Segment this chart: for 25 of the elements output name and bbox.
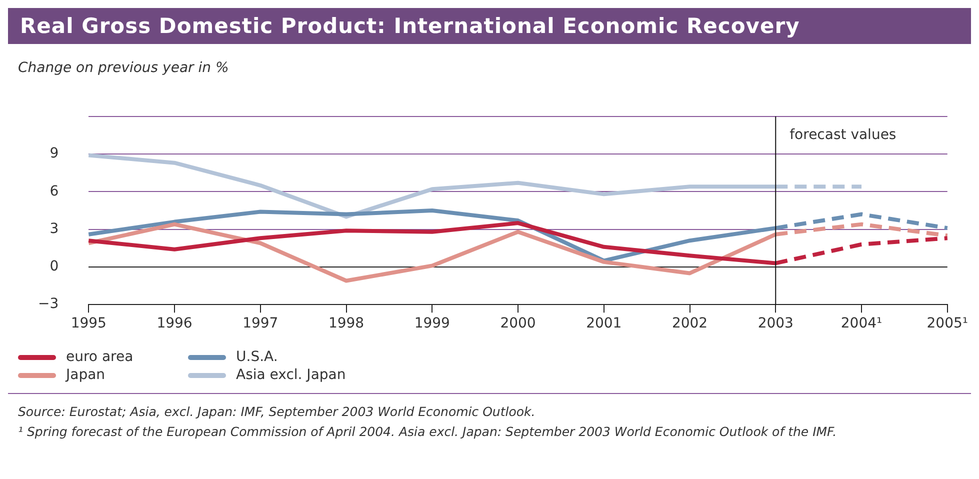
x-tick-label: 2002: [672, 316, 708, 332]
y-tick-label: −3: [38, 296, 59, 312]
source-note: Source: Eurostat; Asia, excl. Japan: IMF, September 2003 World Economic Outlook.: [18, 403, 536, 421]
y-tick-label: 0: [50, 258, 59, 275]
legend-label: Asia excl. Japan: [236, 367, 346, 383]
x-tick-label: 1997: [242, 316, 278, 332]
x-tick-label: 1995: [70, 316, 106, 332]
x-tick-label: 2005¹: [926, 316, 968, 332]
y-tick-label: 6: [50, 183, 59, 200]
x-tick-label: 1999: [414, 316, 450, 332]
x-tick-label: 2004¹: [840, 316, 882, 332]
y-axis-title: Change on previous year in %: [18, 60, 230, 76]
x-tick-label: 1998: [328, 316, 364, 332]
y-tick-label: 9: [50, 146, 59, 162]
y-tick-label: 3: [50, 220, 59, 237]
chart-title: Real Gross Domestic Product: International Economic Recovery: [8, 8, 971, 44]
x-tick-label: 2000: [500, 316, 536, 332]
x-tick-label: 2001: [586, 316, 622, 332]
ref-line-label: forecast values: [790, 126, 896, 143]
x-tick-label: 2003: [758, 316, 794, 332]
legend-label: Japan: [66, 367, 106, 383]
legend-label: U.S.A.: [236, 349, 278, 365]
text: ¹ Spring forecast of the European Commission of April 2004. Asia excl. Japan: September 2003 World Economic Outlook of the IMF.: [18, 423, 838, 441]
x-tick-label: 1996: [156, 316, 192, 332]
legend-label: euro area: [66, 349, 134, 365]
